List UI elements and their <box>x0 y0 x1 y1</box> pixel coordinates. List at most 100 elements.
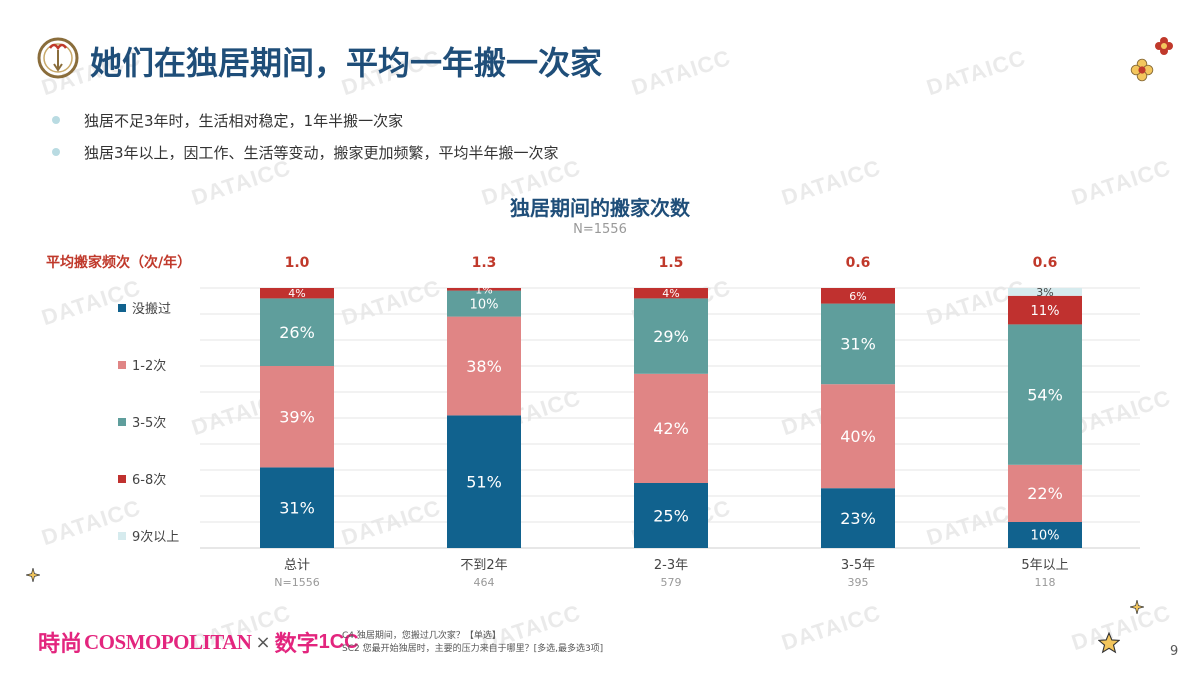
bar-segment <box>821 303 895 385</box>
x-tick-label: 不到2年 <box>460 558 507 573</box>
chart-subtitle: N=1556 <box>573 222 627 237</box>
bar-segment <box>260 366 334 468</box>
brand-cn-text: 時尚 <box>38 632 83 657</box>
bar-segment <box>1008 295 1082 325</box>
bullet-item: 独居不足3年时，生活相对稳定，1年半搬一次家 <box>52 104 559 136</box>
data-label: 39% <box>279 407 315 426</box>
average-value: 0.6 <box>846 255 871 271</box>
bar-segment <box>260 288 334 299</box>
x-tick-label: 总计 <box>284 558 310 573</box>
bar-segment <box>260 298 334 366</box>
flower-icon <box>1155 37 1173 55</box>
bar-segment <box>260 467 334 548</box>
data-label: 40% <box>840 427 876 446</box>
bar-segment <box>634 373 708 483</box>
legend-item: 没搬过 <box>118 298 171 317</box>
star-icon <box>1098 632 1120 654</box>
data-label: 31% <box>840 335 876 354</box>
source-note: C4 独居期间，您搬过几次家？【单选】 SC2 您最开始独居时，主要的压力来自于… <box>342 630 603 656</box>
data-label: 38% <box>466 357 502 376</box>
page-number: 9 <box>1170 644 1179 659</box>
data-label: 1% <box>475 283 492 296</box>
page-title: 她们在独居期间，平均一年搬一次家 <box>90 44 603 82</box>
brand-times: × <box>255 631 271 653</box>
legend-label: 6-8次 <box>132 473 167 488</box>
logo-badge-icon <box>37 37 79 79</box>
data-label: 10% <box>470 297 499 312</box>
data-label: 23% <box>840 509 876 528</box>
category-n-label: N=1556 <box>274 576 319 589</box>
flower-icon <box>1130 58 1154 82</box>
data-label: 6% <box>849 290 866 303</box>
data-label: 4% <box>662 287 679 300</box>
average-value: 1.3 <box>472 255 497 271</box>
data-label: 51% <box>466 472 502 491</box>
bullet-dot-icon <box>52 116 60 124</box>
legend-swatch <box>118 531 126 540</box>
x-tick-label: 2-3年 <box>654 558 688 573</box>
bar-segment <box>1008 288 1082 296</box>
bar-segment <box>447 290 521 317</box>
legend-swatch <box>118 417 126 426</box>
average-value: 1.5 <box>659 255 684 271</box>
data-label: 31% <box>279 498 315 517</box>
average-row-label: 平均搬家频次（次/年） <box>46 255 192 271</box>
sparkle-icon <box>1130 600 1144 614</box>
legend-label: 没搬过 <box>132 302 172 317</box>
category-n-label: 118 <box>1035 576 1056 589</box>
bar-segment <box>821 488 895 548</box>
bullet-list: 独居不足3年时，生活相对稳定，1年半搬一次家 独居3年以上，因工作、生活等变动，… <box>52 104 559 168</box>
source-line: C4 独居期间，您搬过几次家？【单选】 <box>342 631 501 641</box>
bar-segment <box>447 415 521 548</box>
bullet-dot-icon <box>52 148 60 156</box>
source-line: SC2 您最开始独居时，主要的压力来自于哪里？[多选,最多选3项] <box>342 644 604 654</box>
average-value: 1.0 <box>285 255 310 271</box>
x-tick-label: 5年以上 <box>1021 558 1068 573</box>
data-label: 54% <box>1027 385 1063 404</box>
category-n-label: 464 <box>474 576 495 589</box>
data-label: 4% <box>288 287 305 300</box>
legend-item: 6-8次 <box>118 469 166 488</box>
bar-segment <box>634 483 708 548</box>
data-label: 10% <box>1031 529 1060 544</box>
sparkle-icon <box>26 568 40 582</box>
bar-segment <box>1008 522 1082 548</box>
legend-label: 3-5次 <box>132 416 167 431</box>
legend-swatch <box>118 474 126 483</box>
legend-item: 1-2次 <box>118 355 166 374</box>
category-n-label: 579 <box>661 576 682 589</box>
data-label: 42% <box>653 419 689 438</box>
bar-segment <box>821 288 895 304</box>
bar-segment <box>1008 464 1082 522</box>
bar-segment <box>821 384 895 489</box>
category-n-label: 395 <box>848 576 869 589</box>
legend-item: 9次以上 <box>118 526 179 545</box>
bar-segment <box>634 298 708 374</box>
brand-en-text: COSMOPOLITAN <box>84 629 252 654</box>
brand2-num-text: 1CC <box>318 630 359 653</box>
bar-segment <box>447 288 521 291</box>
data-label: 3% <box>1036 286 1053 299</box>
legend-swatch <box>118 303 126 312</box>
legend-item: 3-5次 <box>118 412 166 431</box>
bullet-item: 独居3年以上，因工作、生活等变动，搬家更加频繁，平均半年搬一次家 <box>52 136 559 168</box>
bullet-text: 独居3年以上，因工作、生活等变动，搬家更加频繁，平均半年搬一次家 <box>84 143 559 162</box>
legend-label: 1-2次 <box>132 359 167 374</box>
bar-segment <box>447 316 521 416</box>
x-tick-label: 3-5年 <box>841 558 875 573</box>
data-label: 26% <box>279 323 315 342</box>
data-label: 22% <box>1027 484 1063 503</box>
bar-segment <box>1008 324 1082 465</box>
footer-brand-logo: 時尚 COSMOPOLITAN × 数字 1CC <box>38 626 359 658</box>
bar-segment <box>634 288 708 299</box>
brand2-cn-text: 数字 <box>274 632 319 657</box>
data-label: 29% <box>653 327 689 346</box>
bullet-text: 独居不足3年时，生活相对稳定，1年半搬一次家 <box>84 111 404 130</box>
legend-label: 9次以上 <box>132 530 180 545</box>
data-label: 25% <box>653 506 689 525</box>
data-label: 11% <box>1031 304 1060 319</box>
chart-title: 独居期间的搬家次数 <box>510 196 690 220</box>
legend-swatch <box>118 360 126 369</box>
average-value: 0.6 <box>1033 255 1058 271</box>
